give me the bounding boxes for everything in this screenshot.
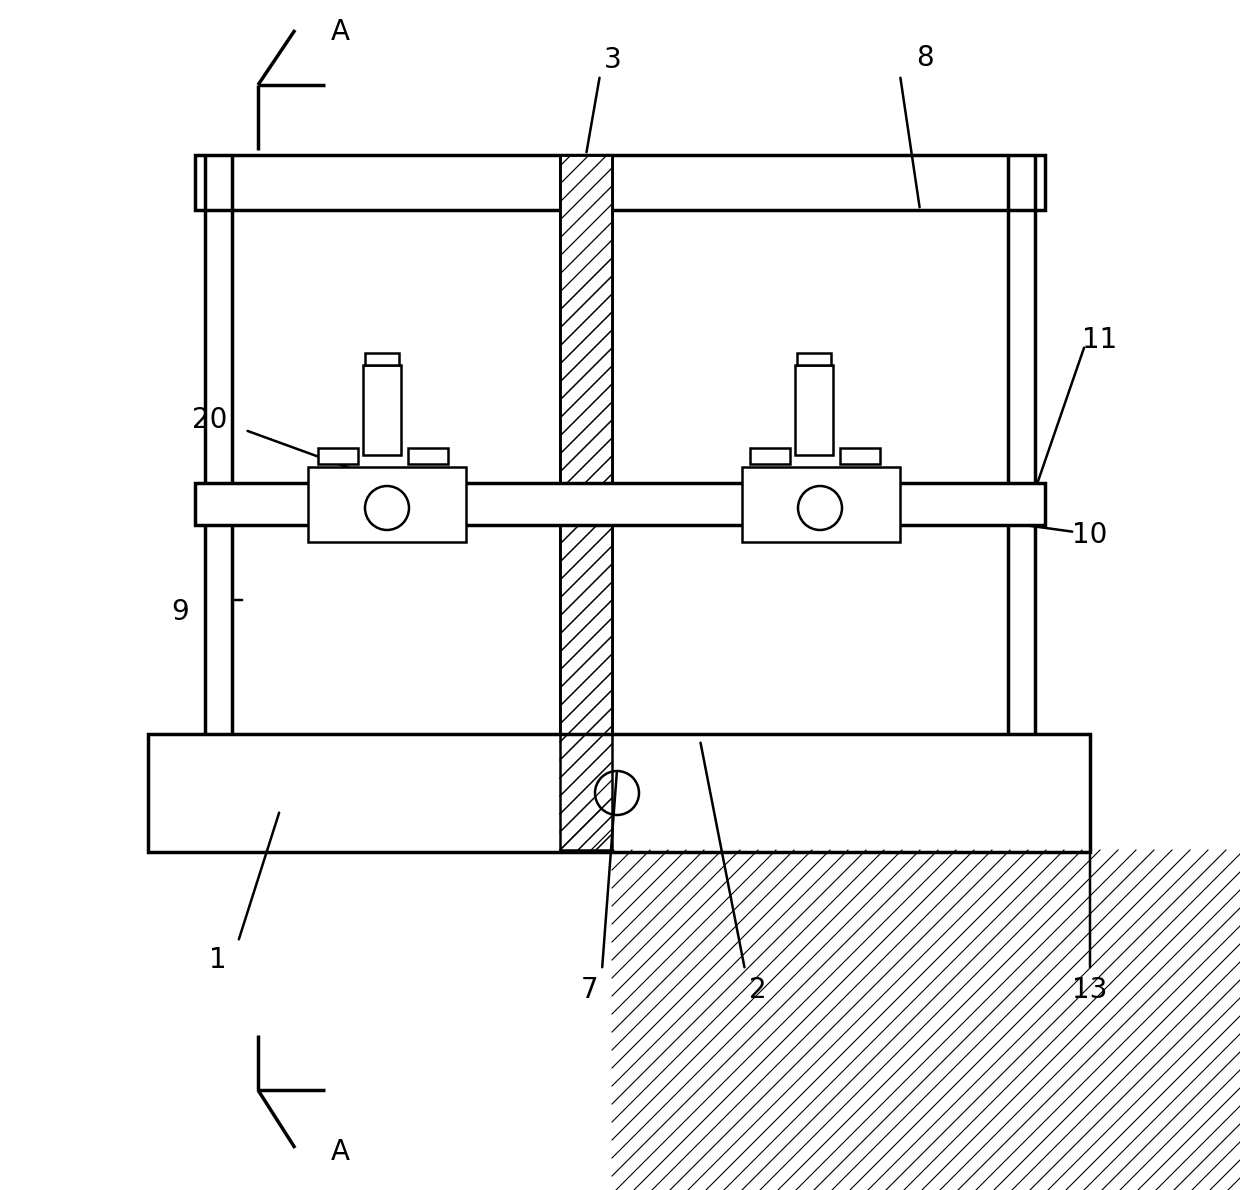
Bar (365, 353, 399, 365)
Text: 2: 2 (749, 976, 766, 1004)
Bar (148, 734, 1090, 852)
Text: 11: 11 (1083, 326, 1117, 353)
Circle shape (799, 486, 842, 530)
Bar (797, 353, 831, 365)
Text: 20: 20 (192, 406, 228, 434)
Bar (560, 155, 613, 850)
Bar (742, 466, 900, 541)
Bar (560, 155, 613, 850)
Text: A: A (331, 18, 350, 46)
Text: 3: 3 (604, 46, 622, 74)
Text: 8: 8 (916, 44, 934, 73)
Bar (408, 447, 448, 464)
Text: 9: 9 (171, 599, 188, 626)
Text: 1: 1 (210, 946, 227, 973)
Bar (839, 447, 880, 464)
Bar (195, 155, 1045, 209)
Text: A: A (331, 1138, 350, 1166)
Bar (317, 447, 358, 464)
Text: 13: 13 (1073, 976, 1107, 1004)
Bar (750, 447, 790, 464)
Bar (195, 483, 1045, 525)
Circle shape (595, 771, 639, 815)
Bar (560, 155, 613, 850)
Bar (795, 365, 833, 455)
Circle shape (365, 486, 409, 530)
Text: 10: 10 (1073, 521, 1107, 549)
Text: 7: 7 (582, 976, 599, 1004)
Bar (363, 365, 401, 455)
Bar (308, 466, 466, 541)
